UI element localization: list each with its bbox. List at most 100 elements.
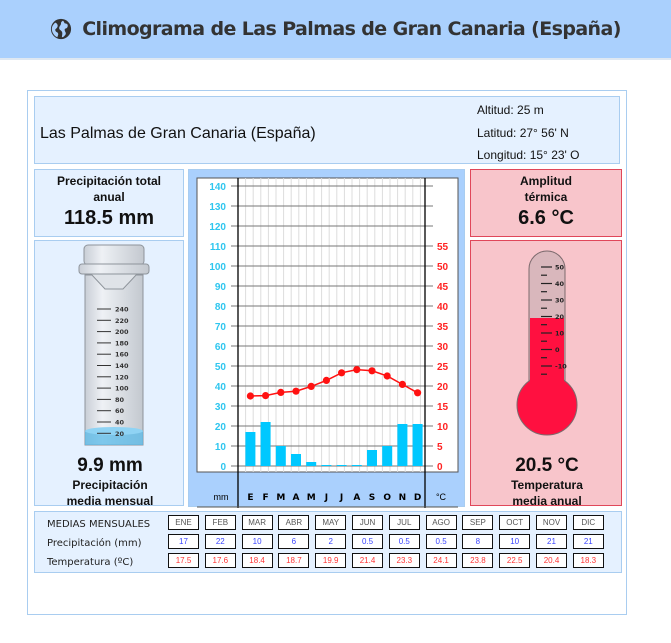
- svg-text:M: M: [307, 493, 316, 503]
- table-cell-temp: 18.3: [572, 553, 604, 568]
- table-cell-months: JUL: [388, 515, 420, 530]
- table-temp-row: Temperatura (ºC): [35, 553, 165, 571]
- svg-text:20: 20: [555, 313, 565, 321]
- amplitude-label-1: Amplitud: [520, 174, 572, 188]
- svg-text:S: S: [369, 493, 375, 503]
- monthly-table: MEDIAS MENSUALES Precipitación (mm) Temp…: [34, 511, 622, 573]
- temp-row-label: Temperatura (ºC): [47, 556, 134, 568]
- svg-text:25: 25: [437, 362, 449, 373]
- table-cell-temp: 17.6: [204, 553, 236, 568]
- temp-mean-box: 50 40 30 20 10 0 -10 20.5 °C Temperatura media…: [470, 240, 622, 508]
- svg-text:J: J: [324, 493, 328, 503]
- table-cell-months: SEP: [462, 515, 494, 530]
- table-cell-months: JUN: [352, 515, 383, 530]
- table-cell-temp: 23.8: [462, 553, 494, 568]
- table-precip-row: Precipitación (mm): [35, 534, 165, 552]
- svg-text:M: M: [276, 493, 285, 503]
- svg-text:O: O: [383, 493, 391, 503]
- table-cell-temp: 22.5: [499, 553, 531, 568]
- svg-text:60: 60: [115, 407, 125, 415]
- svg-text:30: 30: [437, 342, 449, 353]
- table-cell-precip: 21: [572, 534, 604, 549]
- svg-text:80: 80: [115, 396, 125, 404]
- precip-total-label-2: anual: [93, 190, 125, 204]
- svg-text:A: A: [293, 493, 300, 503]
- svg-text:A: A: [353, 493, 360, 503]
- precip-mean-label-1: Precipitación: [72, 478, 148, 492]
- svg-text:100: 100: [209, 262, 226, 273]
- svg-text:35: 35: [437, 322, 449, 333]
- precip-mean-label-2: media mensual: [66, 494, 154, 508]
- location-name: Las Palmas de Gran Canaria (España): [40, 125, 316, 142]
- table-cell-precip: 6: [278, 534, 310, 549]
- svg-text:50: 50: [215, 362, 227, 373]
- svg-text:J: J: [339, 493, 343, 503]
- svg-text:15: 15: [437, 402, 449, 413]
- precip-total-label-1: Precipitación total: [56, 174, 162, 188]
- table-cell-months: MAY: [315, 515, 347, 530]
- title-text: Climograma de Las Palmas de Gran Canaria…: [82, 18, 621, 40]
- svg-text:130: 130: [209, 202, 226, 213]
- table-cell-precip: 17: [168, 534, 199, 549]
- longitude: Longitud: 15° 23' O: [477, 148, 580, 162]
- table-cell-months: ENE: [168, 515, 199, 530]
- table-cell-precip: 10: [499, 534, 531, 549]
- table-cell-months: ABR: [278, 515, 310, 530]
- thermometer-icon: 50 40 30 20 10 0 -10: [516, 250, 578, 436]
- table-cell-precip: 0.5: [388, 534, 420, 549]
- svg-text:30: 30: [215, 402, 227, 413]
- location-box: Las Palmas de Gran Canaria (España) Alti…: [34, 96, 620, 164]
- svg-text:140: 140: [209, 182, 226, 193]
- svg-text:E: E: [247, 493, 253, 503]
- latitude: Latitud: 27° 56' N: [477, 126, 569, 140]
- table-cell-precip: 21: [536, 534, 567, 549]
- svg-text:140: 140: [115, 362, 129, 370]
- svg-text:°C: °C: [436, 492, 447, 502]
- svg-text:200: 200: [115, 328, 129, 336]
- svg-text:0: 0: [437, 462, 443, 473]
- svg-text:30: 30: [555, 297, 565, 305]
- table-cell-precip: 2: [315, 534, 347, 549]
- precip-total-box: Precipitación total anual 118.5 mm: [34, 169, 184, 237]
- table-cell-temp: 21.4: [352, 553, 383, 568]
- table-cell-temp: 19.9: [315, 553, 347, 568]
- precip-mean-box: 240 220 200 180 160 140 120 100 80 60 40 20 9.9 mm …: [34, 240, 184, 508]
- table-cell-temp: 18.7: [278, 553, 310, 568]
- svg-text:20: 20: [115, 430, 125, 438]
- altitude: Altitud: 25 m: [477, 103, 544, 117]
- svg-text:50: 50: [555, 264, 565, 272]
- table-header-row: MEDIAS MENSUALES: [35, 515, 165, 533]
- svg-text:220: 220: [115, 317, 129, 325]
- table-cell-temp: 18.4: [241, 553, 273, 568]
- svg-text:160: 160: [115, 351, 129, 359]
- table-cell-precip: 0.5: [425, 534, 457, 549]
- table-cell-months: NOV: [536, 515, 567, 530]
- table-cell-temp: 24.1: [425, 553, 457, 568]
- svg-text:10: 10: [437, 422, 449, 433]
- page-title: Climograma de Las Palmas de Gran Canaria…: [50, 18, 621, 40]
- precip-row-label: Precipitación (mm): [47, 537, 142, 549]
- table-cell-precip: 8: [462, 534, 494, 549]
- svg-text:-10: -10: [555, 363, 567, 371]
- svg-text:F: F: [263, 493, 269, 503]
- table-cell-temp: 17.5: [168, 553, 199, 568]
- svg-text:55: 55: [437, 242, 449, 253]
- svg-text:120: 120: [115, 373, 129, 381]
- svg-text:mm: mm: [214, 492, 229, 502]
- svg-text:90: 90: [215, 282, 227, 293]
- table-title: MEDIAS MENSUALES: [47, 518, 151, 530]
- amplitude-value: 6.6 °C: [518, 207, 574, 229]
- svg-text:10: 10: [215, 442, 227, 453]
- table-cell-months: OCT: [499, 515, 531, 530]
- svg-text:100: 100: [115, 385, 129, 393]
- climogram-svg: 1401301201101009080706050403020100555045…: [196, 177, 459, 508]
- svg-text:20: 20: [437, 382, 449, 393]
- rain-gauge-icon: 240 220 200 180 160 140 120 100 80 60 40 20: [78, 244, 150, 446]
- svg-text:40: 40: [115, 419, 125, 427]
- table-cell-months: FEB: [204, 515, 236, 530]
- svg-text:40: 40: [437, 302, 449, 313]
- svg-text:N: N: [399, 493, 407, 503]
- svg-text:120: 120: [209, 222, 226, 233]
- temp-mean-label-2: media anual: [512, 494, 582, 508]
- table-cell-precip: 10: [241, 534, 273, 549]
